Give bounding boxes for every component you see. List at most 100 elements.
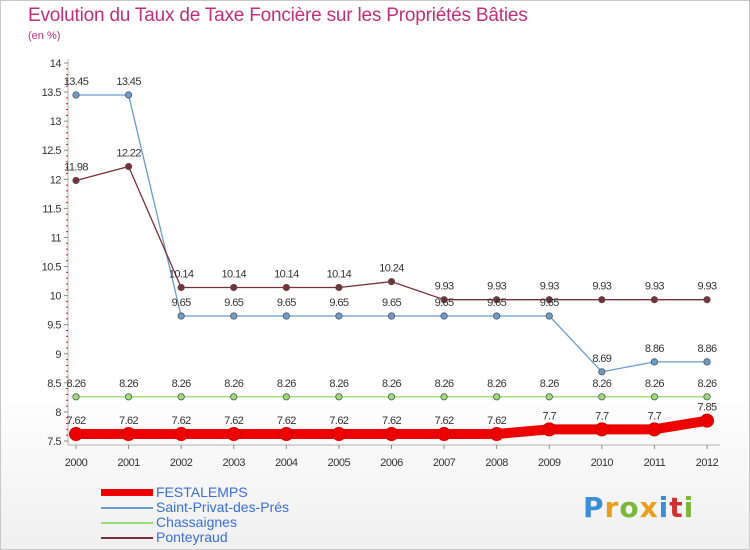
data-point	[282, 283, 290, 292]
legend-swatch	[101, 489, 153, 496]
data-point	[703, 393, 711, 401]
y-tick-label: 13	[50, 116, 62, 128]
data-point	[489, 427, 504, 442]
x-tick-label: 2005	[328, 457, 351, 469]
x-tick-label: 2006	[380, 457, 403, 469]
data-point	[331, 427, 346, 442]
data-point	[647, 422, 662, 437]
data-label: 8.26	[329, 378, 348, 390]
data-label: 9.65	[277, 297, 296, 309]
data-label: 8.26	[645, 378, 664, 390]
data-point	[177, 393, 185, 401]
data-label: 8.26	[697, 378, 716, 390]
legend-label: Saint-Privat-des-Prés	[156, 499, 290, 515]
line-chart: 7.5 8 8.5 9 9.5 10 10.5 11 11.5 12 12.5 13 13.5 14 200…	[42, 58, 720, 469]
data-point	[545, 393, 553, 401]
data-label: 7.7	[595, 410, 609, 422]
data-point	[279, 427, 294, 442]
data-point	[650, 358, 659, 366]
data-label: 12.22	[116, 148, 141, 160]
data-point	[230, 283, 238, 292]
data-point	[598, 393, 606, 401]
y-tick-label: 14	[50, 58, 62, 70]
data-point	[598, 368, 606, 376]
y-tick-label: 10	[50, 291, 62, 303]
data-label: 8.86	[697, 343, 716, 355]
data-point	[230, 393, 238, 401]
data-point	[437, 427, 452, 442]
data-point	[650, 393, 659, 401]
data-point	[124, 91, 133, 99]
x-tick-label: 2012	[696, 457, 719, 469]
proxiti-logo: Proxiti	[583, 491, 694, 524]
data-point	[226, 427, 241, 442]
data-label: 8.26	[592, 378, 611, 390]
x-tick-label: 2008	[485, 457, 508, 469]
logo-letter: r	[604, 491, 620, 524]
data-label: 8.26	[487, 378, 506, 390]
data-label: 7.62	[172, 415, 191, 427]
data-point	[124, 393, 133, 401]
data-label: 9.65	[172, 297, 191, 309]
y-tick-label: 11.5	[42, 203, 61, 215]
data-label: 8.26	[382, 378, 401, 390]
data-label: 10.14	[274, 268, 299, 280]
y-tick-label: 8	[55, 407, 61, 419]
data-point	[387, 393, 396, 401]
data-label: 13.45	[64, 76, 89, 88]
chart-title: Evolution du Taux de Taxe Foncière sur l…	[28, 5, 528, 26]
data-point	[598, 296, 606, 304]
logo-letter: o	[619, 491, 640, 524]
data-point	[545, 296, 553, 304]
data-point	[335, 312, 343, 320]
logo-letter: i	[683, 491, 695, 524]
legend-label: Chassaignes	[156, 514, 237, 530]
data-label: 8.69	[592, 353, 611, 365]
data-label: 8.26	[435, 378, 454, 390]
data-label: 9.65	[224, 297, 243, 309]
data-point	[121, 427, 136, 442]
data-point	[282, 312, 290, 320]
data-point	[703, 358, 711, 366]
data-point	[335, 283, 343, 292]
data-point	[177, 312, 185, 320]
data-label: 9.93	[592, 281, 611, 293]
data-point	[174, 427, 189, 442]
data-point	[335, 393, 343, 401]
data-label: 7.7	[543, 410, 557, 422]
data-point	[703, 296, 711, 304]
y-tick-label: 12.5	[42, 145, 62, 157]
logo-letter: i	[658, 491, 670, 524]
y-tick-label: 12	[50, 174, 62, 186]
data-point	[440, 393, 448, 401]
legend-label: FESTALEMPS	[156, 484, 248, 500]
data-label: 7.62	[329, 415, 348, 427]
data-label: 9.65	[487, 297, 506, 309]
data-point	[69, 427, 83, 442]
data-label: 7.62	[119, 415, 138, 427]
y-tick-label: 13.5	[42, 87, 62, 99]
logo-letter: t	[669, 491, 684, 524]
x-tick-label: 2001	[117, 457, 140, 469]
data-label: 9.93	[645, 281, 664, 293]
data-point	[72, 91, 80, 99]
data-label: 7.62	[435, 415, 454, 427]
x-tick-label: 2007	[433, 457, 456, 469]
data-point	[700, 413, 714, 428]
data-point	[124, 162, 133, 171]
data-label: 9.93	[435, 281, 454, 293]
data-label: 10.14	[169, 268, 194, 280]
data-point	[493, 393, 501, 401]
data-point	[230, 312, 238, 320]
y-tick-label: 9	[55, 349, 61, 361]
x-tick-label: 2009	[538, 457, 561, 469]
x-tick-label: 2010	[591, 457, 614, 469]
y-tick-label: 8.5	[47, 378, 61, 390]
data-point	[384, 427, 399, 442]
data-label: 7.62	[224, 415, 243, 427]
data-label: 9.65	[329, 297, 348, 309]
data-label: 7.62	[487, 415, 506, 427]
data-label: 11.98	[64, 161, 88, 173]
x-tick-label: 2011	[644, 457, 666, 469]
